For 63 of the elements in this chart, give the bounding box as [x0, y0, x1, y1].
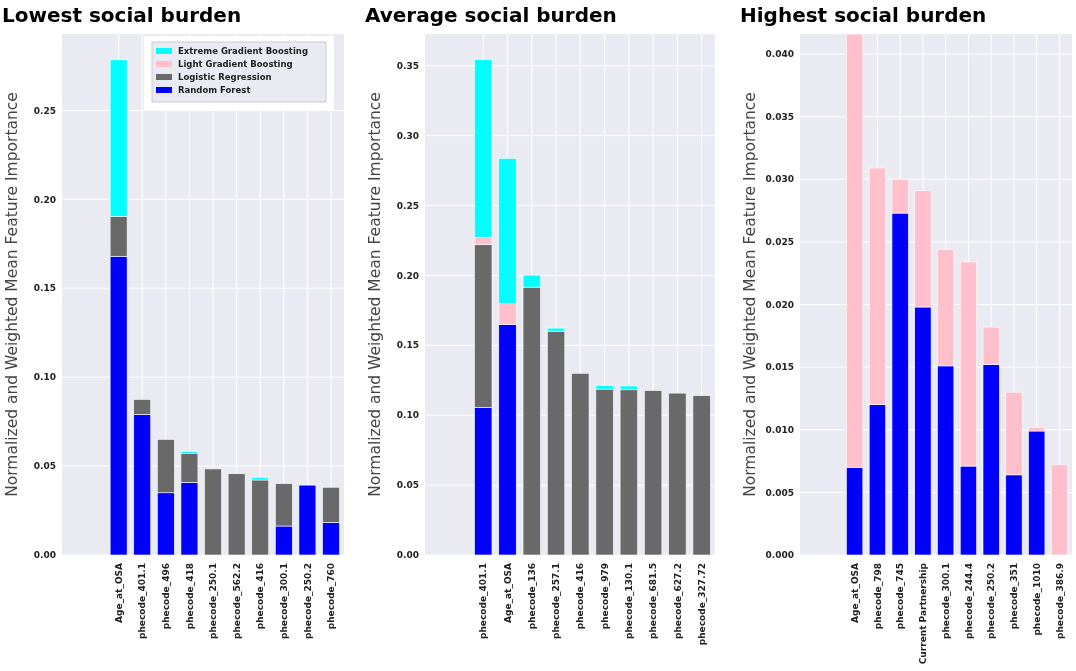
x-tick-label: phecode_496 — [160, 563, 171, 630]
x-tick-label: phecode_798 — [872, 563, 883, 630]
y-tick-label: 0.020 — [765, 299, 794, 310]
x-tick-label: phecode_745 — [895, 563, 906, 630]
y-tick-label: 0.05 — [33, 461, 56, 472]
y-tick-label: 0.000 — [765, 550, 794, 561]
x-tick-label: phecode_300.1 — [278, 563, 289, 639]
x-tick-label: phecode_401.1 — [137, 563, 148, 639]
x-tick-label: phecode_257.1 — [551, 563, 562, 639]
y-tick-label: 0.00 — [396, 550, 419, 561]
x-tick-label: phecode_250.2 — [986, 563, 997, 639]
x-tick-label: phecode_979 — [599, 563, 610, 630]
x-tick-label: phecode_250.1 — [208, 563, 219, 639]
y-tick-label: 0.025 — [765, 237, 794, 248]
y-tick-label: 0.15 — [33, 283, 56, 294]
y-tick-label: 0.10 — [396, 410, 419, 421]
chart-title: Average social burden — [365, 3, 617, 27]
legend-label: Extreme Gradient Boosting — [178, 45, 308, 56]
x-tick-label: phecode_418 — [184, 563, 195, 630]
x-tick-label: Age_at_OSA — [502, 562, 513, 623]
x-tick-label: phecode_416 — [575, 563, 586, 630]
chart-title: Highest social burden — [740, 3, 987, 27]
x-tick-label: phecode_401.1 — [478, 563, 489, 639]
x-tick-label: phecode_1010 — [1031, 563, 1042, 636]
y-tick-label: 0.15 — [396, 340, 419, 351]
y-tick-label: 0.10 — [33, 372, 56, 383]
x-tick-label: phecode_130.1 — [624, 563, 634, 639]
y-axis-title: Normalized and Weighted Mean Feature Importance — [3, 92, 21, 497]
x-tick-label: phecode_562.2 — [231, 563, 242, 639]
x-tick-label: phecode_250.2 — [302, 563, 313, 639]
y-tick-label: 0.25 — [33, 105, 56, 116]
legend-label: Logistic Regression — [178, 71, 272, 82]
x-tick-label: phecode_627.2 — [672, 563, 683, 639]
x-tick-label: phecode_386.9 — [1054, 563, 1065, 639]
y-tick-label: 0.20 — [396, 270, 419, 281]
x-tick-label: phecode_327.72 — [696, 563, 707, 646]
x-tick-label: phecode_416 — [255, 563, 266, 630]
legend-label: Light Gradient Boosting — [178, 58, 293, 69]
y-axis-title: Normalized and Weighted Mean Feature Importance — [366, 92, 384, 497]
y-tick-label: 0.20 — [33, 194, 56, 205]
x-tick-label: Age_at_OSA — [113, 562, 124, 623]
x-tick-label: Age_at_OSA — [849, 562, 860, 623]
y-tick-label: 0.005 — [765, 487, 794, 498]
legend-label: Random Forest — [178, 84, 251, 95]
y-tick-label: 0.00 — [33, 550, 56, 561]
chart-title: Lowest social burden — [2, 3, 242, 27]
y-tick-label: 0.35 — [396, 60, 419, 71]
y-axis-title: Normalized and Weighted Mean Feature Importance — [741, 92, 759, 497]
y-tick-label: 0.015 — [765, 362, 794, 373]
y-tick-label: 0.040 — [765, 49, 794, 60]
y-tick-label: 0.05 — [396, 480, 419, 491]
y-tick-label: 0.25 — [396, 200, 419, 211]
x-tick-label: Current Partnership — [918, 562, 929, 665]
x-tick-label: phecode_300.1 — [940, 563, 951, 639]
y-tick-label: 0.035 — [765, 111, 794, 122]
y-tick-label: 0.30 — [396, 130, 419, 141]
x-tick-label: phecode_136 — [526, 563, 537, 630]
x-tick-label: phecode_760 — [326, 563, 337, 630]
x-tick-label: phecode_244.4 — [963, 563, 974, 639]
y-tick-label: 0.010 — [765, 424, 794, 435]
x-tick-label: phecode_681.5 — [648, 563, 659, 639]
x-tick-label: phecode_351 — [1009, 563, 1020, 630]
y-tick-label: 0.030 — [765, 174, 794, 185]
